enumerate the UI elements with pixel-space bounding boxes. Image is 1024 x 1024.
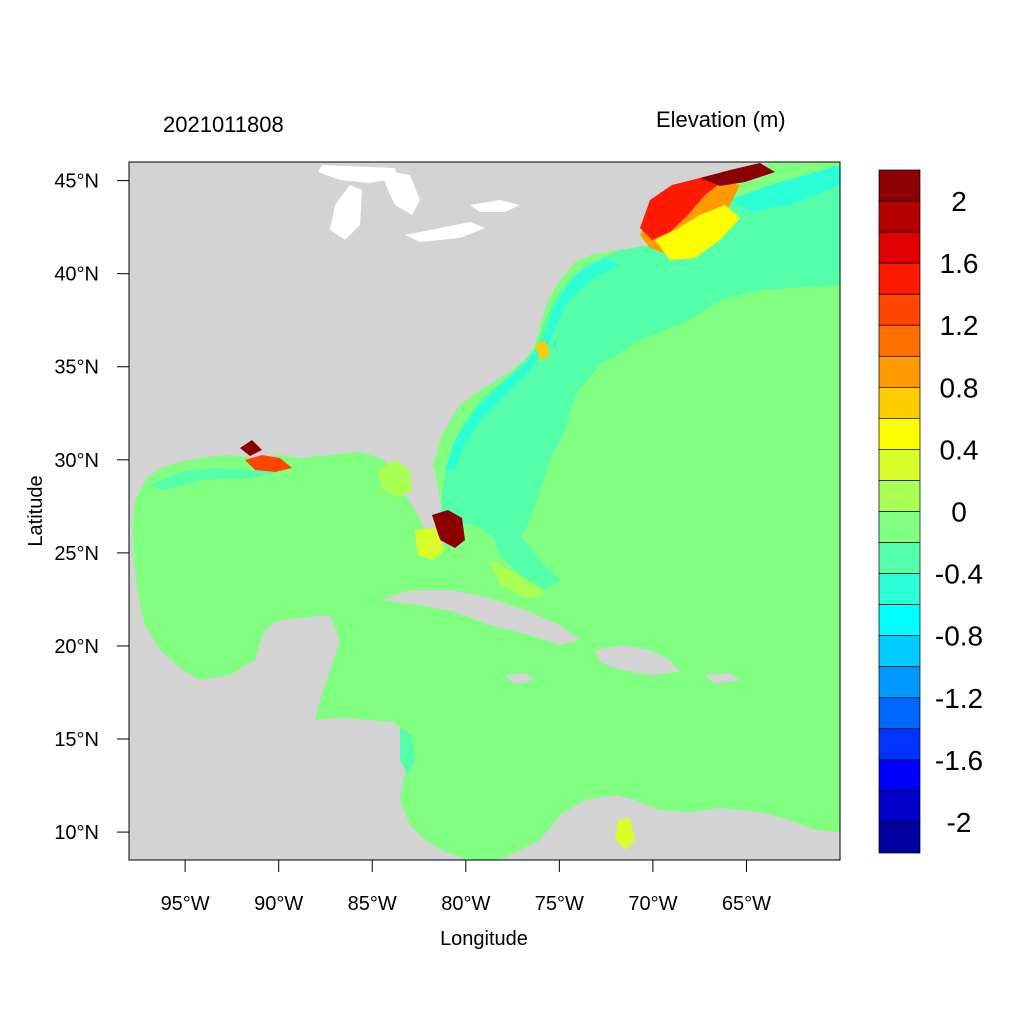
colorbar-label: 0 <box>951 497 967 528</box>
colorbar-segment <box>878 790 921 823</box>
y-axis-title: Latitude <box>25 475 47 546</box>
louisiana-surge-darkred <box>240 440 262 456</box>
colorbar-segment <box>878 635 921 668</box>
colorbar-segment <box>878 449 921 481</box>
colorbar <box>878 169 921 854</box>
colorbar-segment <box>878 573 921 605</box>
x-tick-label: 95°W <box>161 893 210 915</box>
y-tick-label: 40°N <box>54 264 99 286</box>
colorbar-segment <box>878 231 921 264</box>
colorbar-segment <box>878 697 921 730</box>
colorbar-segment <box>878 604 921 637</box>
colorbar-label: -0.8 <box>935 621 983 652</box>
chesapeake-surge <box>535 340 550 360</box>
maracaibo-yellow-patch <box>615 818 635 850</box>
x-tick-label: 65°W <box>722 893 771 915</box>
colorbar-segment <box>878 169 921 202</box>
colorbar-segment <box>878 355 921 388</box>
x-tick-label: 85°W <box>348 893 397 915</box>
colorbar-label: 2 <box>951 186 967 217</box>
map-variable-title: Elevation (m) <box>656 107 786 132</box>
atlantic-coast-cyan <box>445 258 620 470</box>
colorbar-segment <box>878 759 921 792</box>
colorbar-segment <box>878 821 921 854</box>
bahamas-yellow-patch <box>490 560 545 598</box>
colorbar-label: 1.2 <box>940 310 979 341</box>
colorbar-label: 0.4 <box>940 434 979 465</box>
x-tick-label: 80°W <box>441 893 490 915</box>
louisiana-surge <box>245 455 292 472</box>
y-tick-label: 20°N <box>54 636 99 658</box>
x-axis-ticks: 95°W 90°W 85°W 80°W 75°W 70°W 65°W <box>161 860 771 915</box>
north-america-land <box>129 162 770 860</box>
y-tick-label: 10°N <box>54 822 99 844</box>
gulf-of-maine-surge-red <box>640 178 722 240</box>
colorbar-segment <box>878 542 921 574</box>
x-tick-label: 75°W <box>535 893 584 915</box>
colorbar-segment <box>878 480 921 512</box>
colorbar-segment <box>878 511 921 543</box>
atlantic-shelf-negative <box>440 165 840 545</box>
colorbar-segment <box>878 666 921 699</box>
colorbar-labels: 2 1.6 1.2 0.8 0.4 0 -0.4 -0.8 -1.2 -1.6 -2 <box>935 186 983 838</box>
y-axis-ticks: 45°N 40°N 35°N 30°N 25°N 20°N 15°N 10°N <box>54 171 129 844</box>
southwest-florida-surge <box>432 510 465 548</box>
y-tick-label: 30°N <box>54 450 99 472</box>
colorbar-segment <box>878 386 921 419</box>
y-tick-label: 35°N <box>54 357 99 379</box>
south-america-land <box>500 795 840 860</box>
x-tick-label: 90°W <box>254 893 303 915</box>
central-america-land <box>129 715 420 860</box>
colorbar-label: -1.2 <box>935 683 983 714</box>
great-lakes <box>318 165 520 242</box>
y-tick-label: 25°N <box>54 543 99 565</box>
y-tick-label: 15°N <box>54 729 99 751</box>
northeast-cyan <box>730 165 840 212</box>
colorbar-label: -0.4 <box>935 559 983 590</box>
x-tick-label: 70°W <box>628 893 677 915</box>
bahamas-negative <box>490 530 560 590</box>
colorbar-label: -1.6 <box>935 745 983 776</box>
plot-frame <box>128 161 841 861</box>
big-bend-yellow-patch <box>378 460 412 498</box>
colorbar-segment <box>878 418 921 450</box>
map-date-title: 2021011808 <box>163 112 284 137</box>
colorbar-segment <box>878 200 921 233</box>
colorbar-segment <box>878 324 921 357</box>
colorbar-segment <box>878 262 921 295</box>
y-tick-label: 45°N <box>54 171 99 193</box>
colorbar-segment <box>878 293 921 326</box>
gulf-of-maine-surge-yellow <box>655 205 740 260</box>
colorbar-segment <box>878 728 921 761</box>
florida-yellow-patch <box>415 528 445 560</box>
x-axis-title: Longitude <box>440 928 528 950</box>
colorbar-label: -2 <box>947 807 972 838</box>
caribbean-coast-negative <box>400 728 415 775</box>
colorbar-label: 0.8 <box>940 372 979 403</box>
map-plot-area <box>129 162 840 860</box>
colorbar-label: 1.6 <box>940 248 979 279</box>
gulf-coast-negative <box>150 468 280 490</box>
northeast-surge-darkred <box>700 163 775 186</box>
